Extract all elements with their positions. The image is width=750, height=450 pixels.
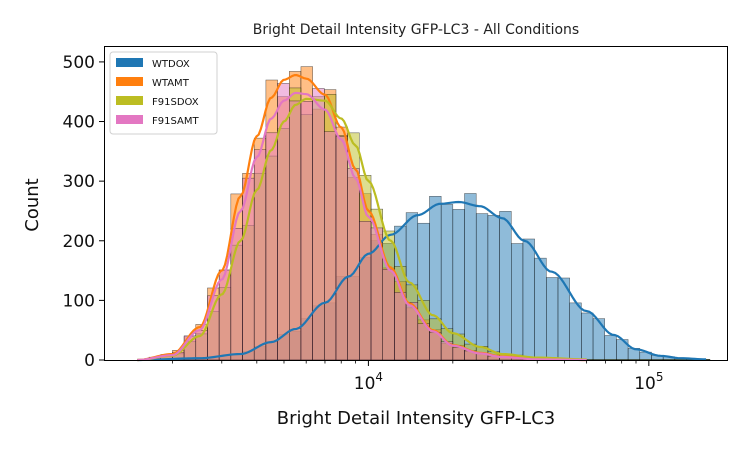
legend-box	[109, 51, 218, 135]
bar-wtdox	[475, 213, 489, 361]
legend-item-wtamt: WTAMT	[116, 77, 190, 89]
bar-f91sdox	[674, 359, 687, 361]
x-axis-label: Bright Detail Intensity GFP-LC3	[277, 408, 555, 429]
bar-f91sdox	[592, 359, 605, 361]
bar-f91sdox	[662, 359, 676, 361]
plot-frame	[104, 46, 728, 361]
bar-wtdox	[499, 211, 512, 361]
legend-label: WTDOX	[152, 59, 190, 70]
bar-f91sdox	[639, 359, 652, 361]
y-tick-label: 300	[63, 172, 95, 192]
bar-wtdox	[487, 215, 500, 361]
legend-item-wtdox: WTDOX	[116, 58, 190, 70]
y-tick-label: 200	[63, 232, 95, 252]
y-tick-label: 400	[63, 113, 95, 133]
legend-swatch	[116, 77, 143, 86]
bar-f91samt	[452, 347, 465, 361]
legend: WTDOX WTAMT F91SDOX F91SAMT	[109, 51, 218, 135]
y-tick-label: 0	[84, 351, 95, 371]
legend-swatch	[116, 96, 143, 105]
bar-f91samt	[265, 132, 278, 361]
bar-wtdox	[569, 302, 582, 361]
bar-wtdox	[581, 312, 594, 361]
kde-line-wtdox	[137, 200, 707, 362]
bar-f91sdox	[616, 359, 629, 361]
y-axis-ticks: 0 100 200 300 400 500	[63, 53, 105, 371]
legend-swatch	[116, 58, 143, 67]
bar-wtdox	[464, 193, 477, 361]
bar-f91samt	[218, 269, 232, 361]
bar-f91sdox	[651, 359, 664, 361]
x-axis-ticks: 104 105	[171, 360, 663, 394]
bar-f91samt	[429, 332, 442, 361]
x-tick-label: 104	[354, 370, 383, 394]
bar-f91samt	[382, 269, 395, 361]
kde-curves	[137, 74, 707, 362]
bar-f91samt	[359, 221, 372, 361]
bar-wtdox	[522, 238, 535, 361]
x-tick-label: 105	[634, 370, 663, 394]
y-axis-label: Count	[22, 178, 43, 231]
bar-f91samt	[324, 131, 337, 361]
legend-label: F91SAMT	[152, 116, 199, 127]
kde-line-f91sdox	[137, 97, 587, 362]
chart-title: Bright Detail Intensity GFP-LC3 - All Co…	[253, 22, 579, 38]
bar-f91samt	[335, 136, 348, 361]
legend-label: WTAMT	[152, 78, 190, 89]
legend-item-f91sdox: F91SDOX	[116, 96, 199, 108]
legend-label: F91SDOX	[152, 97, 199, 108]
legend-swatch	[116, 115, 143, 124]
bar-f91samt	[289, 100, 302, 361]
bar-f91samt	[277, 83, 290, 361]
kde-line-f91samt	[137, 91, 587, 362]
bar-f91samt	[394, 292, 407, 361]
bar-f91samt	[347, 168, 360, 361]
bar-wtdox	[511, 243, 524, 361]
bar-f91sdox	[604, 359, 617, 361]
y-tick-label: 500	[63, 53, 95, 73]
bar-f91sdox	[627, 359, 641, 361]
bar-wtdox	[604, 335, 617, 361]
bar-wtdox	[546, 277, 559, 361]
bar-f91samt	[312, 88, 325, 361]
legend-item-f91samt: F91SAMT	[116, 115, 199, 127]
bar-wtdox	[534, 257, 547, 361]
y-tick-label: 100	[63, 291, 95, 311]
